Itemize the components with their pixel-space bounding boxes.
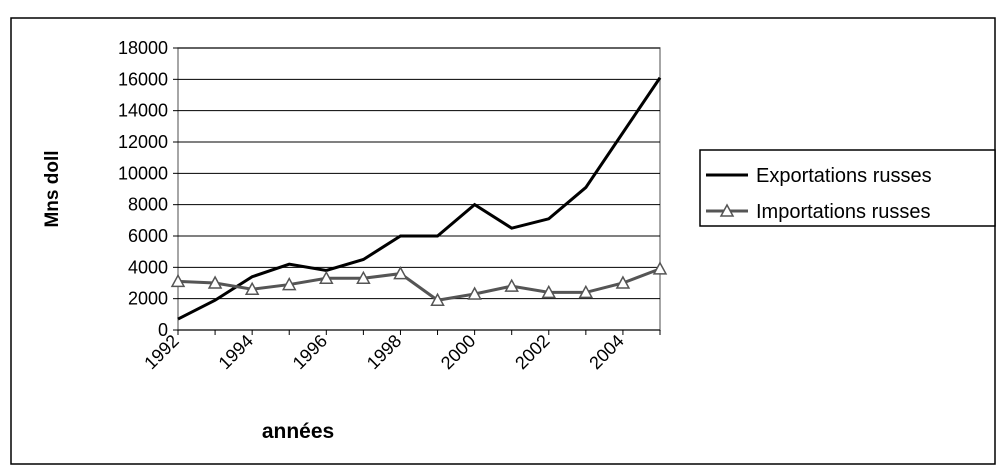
marker xyxy=(467,286,482,300)
x-tick-label: 1994 xyxy=(215,331,257,373)
x-axis-label: années xyxy=(262,420,334,443)
x-tick-label: 2002 xyxy=(511,331,553,373)
y-tick-label: 2000 xyxy=(128,289,168,309)
marker xyxy=(578,284,594,299)
x-tick-label: 2004 xyxy=(585,331,627,373)
marker xyxy=(615,275,631,289)
x-tick-label: 1998 xyxy=(363,331,405,373)
y-tick-label: 16000 xyxy=(118,69,168,89)
y-tick-label: 10000 xyxy=(118,163,168,183)
marker xyxy=(393,266,408,280)
marker xyxy=(170,273,186,288)
chart-border xyxy=(10,17,996,465)
series-line xyxy=(177,76,662,321)
marker xyxy=(244,281,260,296)
y-tick-label: 0 xyxy=(158,320,168,340)
y-tick-label: 6000 xyxy=(128,226,168,246)
y-axis-label: Mns doll xyxy=(42,150,63,227)
x-tick-label: 2000 xyxy=(437,331,479,373)
marker xyxy=(504,278,519,292)
marker xyxy=(207,275,223,289)
y-tick-label: 18000 xyxy=(118,38,168,58)
x-tick-label: 1992 xyxy=(140,331,182,373)
marker xyxy=(319,270,334,285)
series-line xyxy=(177,267,661,302)
marker xyxy=(281,277,297,291)
legend xyxy=(699,149,996,227)
y-tick-label: 12000 xyxy=(118,132,168,152)
y-tick-label: 14000 xyxy=(118,101,168,121)
legend-label: Importations russes xyxy=(756,201,931,223)
legend-label: Exportations russes xyxy=(756,165,932,187)
legend-marker xyxy=(719,203,735,217)
marker xyxy=(356,270,371,285)
x-tick-label: 1996 xyxy=(289,331,331,373)
marker xyxy=(430,292,445,306)
marker xyxy=(652,261,668,275)
marker xyxy=(541,284,557,299)
y-tick-label: 4000 xyxy=(128,257,168,277)
y-tick-label: 8000 xyxy=(128,195,168,215)
